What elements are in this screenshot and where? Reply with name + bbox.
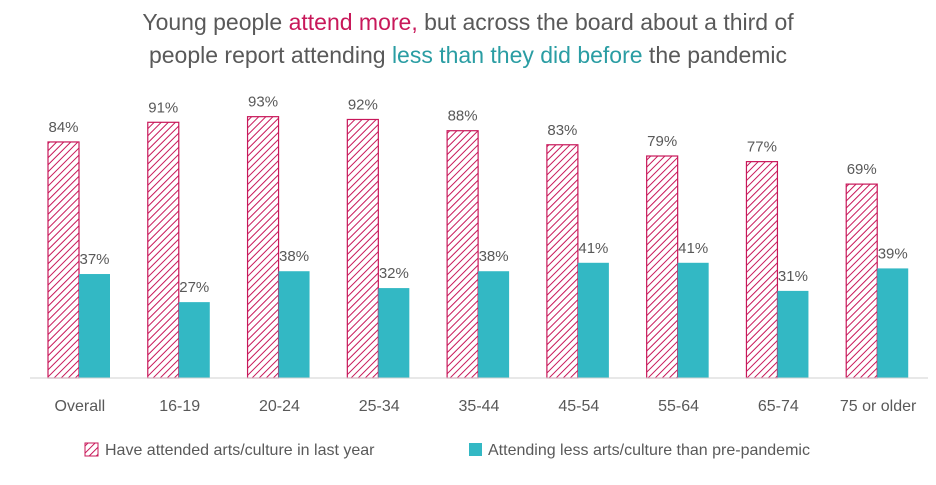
- title-line-2-end: the pandemic: [642, 42, 788, 68]
- legend-swatch-attended: [84, 442, 99, 457]
- x-tick-label-20-24: 20-24: [259, 398, 300, 415]
- bar-attending-less-16-19: [178, 302, 210, 378]
- bars-group: 84% 37% 91% 27% 93% 38% 92% 32% 88% 38% 83% 41% 79% 4…: [47, 94, 909, 379]
- bar-attending-less-75-or-older: [877, 268, 909, 378]
- legend-swatch-attending-less: [469, 443, 482, 456]
- data-label-attended-75-or-older: 69%: [847, 161, 877, 178]
- title-line-1: Young people attend more, but across the…: [0, 6, 936, 39]
- data-label-attending-less-55-64: 41%: [678, 240, 708, 257]
- bar-attended-20-24: [246, 116, 280, 379]
- x-tick-label-55-64: 55-64: [658, 398, 699, 415]
- title-line-2: people report attending less than they d…: [0, 39, 936, 72]
- data-label-attended-45-54: 83%: [547, 122, 577, 139]
- x-axis-ticks: Overall 16-19 20-24 25-34 35-44 45-54 55-64 65-…: [55, 398, 917, 415]
- title-line-1-start: Young people: [142, 9, 289, 35]
- title-highlight-less-than-before: less than they did before: [391, 42, 643, 68]
- title-line-2-start: people report attending: [148, 42, 392, 68]
- x-tick-label-35-44: 35-44: [459, 398, 500, 415]
- data-label-attending-less-35-44: 38%: [479, 248, 509, 265]
- data-label-attending-less-75-or-older: 39%: [878, 245, 908, 262]
- x-tick-label-25-34: 25-34: [359, 398, 400, 415]
- bar-attending-less-overall: [79, 274, 110, 378]
- data-label-attended-25-34: 92%: [348, 96, 378, 113]
- bar-attended-35-44: [446, 130, 479, 379]
- bar-attended-65-74: [745, 161, 779, 379]
- data-label-attended-20-24: 93%: [248, 94, 278, 111]
- data-label-attending-less-16-19: 27%: [179, 279, 209, 296]
- bar-attended-55-64: [646, 155, 679, 379]
- x-tick-label-16-19: 16-19: [159, 398, 200, 415]
- data-label-attending-less-20-24: 38%: [279, 248, 309, 265]
- bar-attended-16-19: [147, 121, 180, 379]
- bar-attending-less-25-34: [378, 288, 410, 378]
- bar-attended-overall: [47, 141, 80, 379]
- bar-attending-less-35-44: [478, 271, 510, 378]
- bar-attending-less-65-74: [777, 290, 809, 378]
- data-label-attending-less-45-54: 41%: [578, 240, 608, 257]
- bar-attended-75-or-older: [845, 183, 878, 379]
- x-tick-label-65-74: 65-74: [758, 398, 799, 415]
- data-label-attended-overall: 84%: [48, 119, 78, 136]
- bar-attended-45-54: [546, 144, 579, 379]
- title-line-1-end: but across the board about a third of: [417, 9, 794, 35]
- legend: Have attended arts/culture in last year …: [84, 442, 810, 459]
- data-label-attended-55-64: 79%: [647, 133, 677, 150]
- title-highlight-attend-more: attend more,: [288, 9, 418, 35]
- x-tick-label-75-or-older: 75 or older: [840, 398, 917, 415]
- x-tick-label-overall: Overall: [55, 398, 106, 415]
- bar-attending-less-55-64: [677, 262, 709, 378]
- bar-attending-less-45-54: [577, 262, 609, 378]
- chart-title: Young people attend more, but across the…: [0, 6, 936, 72]
- legend-label-attended: Have attended arts/culture in last year: [105, 442, 375, 459]
- data-label-attended-35-44: 88%: [448, 108, 478, 125]
- data-label-attended-65-74: 77%: [747, 139, 777, 156]
- legend-label-attending-less: Attending less arts/culture than pre-pan…: [488, 442, 810, 459]
- data-label-attending-less-65-74: 31%: [778, 268, 808, 285]
- data-label-attending-less-overall: 37%: [79, 251, 109, 268]
- bar-attending-less-20-24: [278, 271, 310, 378]
- bar-attended-25-34: [346, 118, 379, 379]
- data-label-attended-16-19: 91%: [148, 99, 178, 116]
- x-tick-label-45-54: 45-54: [558, 398, 599, 415]
- data-label-attending-less-25-34: 32%: [379, 265, 409, 282]
